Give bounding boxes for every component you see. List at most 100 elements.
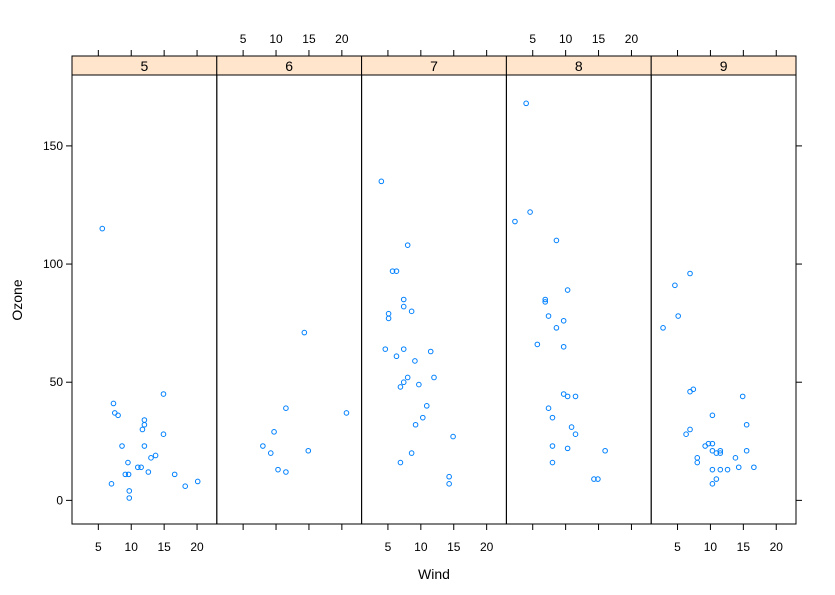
data-point xyxy=(560,391,567,397)
panel-box-6 xyxy=(216,74,363,525)
strip-label-7: 7 xyxy=(430,58,438,74)
data-point xyxy=(343,410,350,416)
data-point xyxy=(564,445,571,452)
y-axis-left: 0 50 100 150 xyxy=(43,139,72,507)
y-axis-title: Ozone xyxy=(9,279,25,320)
data-point xyxy=(119,443,125,449)
data-point xyxy=(416,381,422,388)
data-point xyxy=(412,358,418,364)
data-point xyxy=(125,471,132,478)
data-point xyxy=(385,315,392,322)
y-tick-label: 50 xyxy=(50,375,64,389)
data-point xyxy=(713,476,720,482)
data-point xyxy=(283,469,289,475)
x-tick-label: 5 xyxy=(385,540,392,554)
data-point xyxy=(705,440,712,447)
data-point xyxy=(542,296,549,303)
data-point xyxy=(564,393,571,400)
x-tick-label: 15 xyxy=(737,540,751,554)
panel-box-7 xyxy=(361,74,507,525)
data-point xyxy=(572,431,579,438)
y-axis-right xyxy=(796,145,802,501)
data-point xyxy=(115,412,121,419)
data-point xyxy=(385,310,392,317)
x-tick-label: 20 xyxy=(480,540,494,554)
data-point xyxy=(724,466,731,473)
data-point xyxy=(182,483,189,489)
data-point xyxy=(110,400,117,407)
data-point xyxy=(560,317,567,324)
x-tick-label: 10 xyxy=(704,540,718,554)
x-axis-title: Wind xyxy=(418,566,450,582)
data-point xyxy=(108,481,115,487)
data-point xyxy=(709,412,716,419)
data-point xyxy=(512,218,518,225)
data-point xyxy=(709,447,716,454)
data-point xyxy=(408,308,415,315)
data-point xyxy=(139,426,146,433)
panel-7: 7 5 10 15 20 xyxy=(361,50,507,554)
panel-5: 5 5 10 15 20 xyxy=(71,50,218,554)
data-point xyxy=(420,414,426,421)
strip-label-5: 5 xyxy=(141,58,149,74)
y-tick-label: 150 xyxy=(43,139,63,153)
data-point xyxy=(267,450,274,456)
data-point xyxy=(446,473,452,480)
x-tick-label: 20 xyxy=(190,540,204,554)
data-point xyxy=(595,476,601,482)
panel-frame xyxy=(71,55,797,525)
data-point xyxy=(534,341,541,348)
data-point xyxy=(400,296,407,303)
data-point xyxy=(412,421,419,428)
panel-8: 8 5 10 15 20 xyxy=(505,32,652,530)
data-point xyxy=(145,469,152,475)
data-point xyxy=(450,433,456,440)
data-point xyxy=(160,391,167,397)
x-tick-label: 20 xyxy=(770,540,784,554)
data-point xyxy=(560,343,567,350)
x-tick-label: 15 xyxy=(157,540,171,554)
data-point xyxy=(694,455,701,461)
data-point xyxy=(568,424,575,430)
data-point xyxy=(687,270,693,277)
data-point xyxy=(675,313,681,319)
x-tick-label: 20 xyxy=(625,32,639,46)
data-point xyxy=(751,464,757,471)
data-point xyxy=(694,459,701,466)
panel-box-5 xyxy=(71,74,218,525)
data-point xyxy=(709,481,716,487)
data-point xyxy=(382,346,389,352)
data-point xyxy=(545,405,552,412)
strip-label-8: 8 xyxy=(575,58,583,74)
data-point xyxy=(732,455,739,461)
x-tick-label: 15 xyxy=(592,32,606,46)
data-point xyxy=(152,452,159,459)
panel-box-9 xyxy=(650,74,797,525)
panels: 5 5 10 15 20 6 5 10 15 20 7 5 10 15 20 8 5 10 15 20 9 5 10 15 20 xyxy=(71,32,797,554)
strip-label-9: 9 xyxy=(720,58,728,74)
data-point xyxy=(171,471,178,478)
data-point xyxy=(141,421,148,428)
data-point xyxy=(141,417,148,423)
data-point xyxy=(400,303,407,310)
data-point xyxy=(160,431,167,438)
data-point xyxy=(709,440,716,447)
data-point xyxy=(549,459,556,466)
y-tick-label: 100 xyxy=(43,257,63,271)
data-point xyxy=(687,426,693,433)
data-point xyxy=(591,476,597,482)
x-tick-label: 5 xyxy=(674,540,681,554)
x-tick-label: 5 xyxy=(95,540,102,554)
data-point xyxy=(122,471,129,478)
data-point xyxy=(275,466,281,473)
data-point xyxy=(427,348,434,355)
data-point xyxy=(572,393,579,400)
data-point xyxy=(99,225,106,232)
data-point xyxy=(400,346,407,352)
data-point xyxy=(389,268,396,274)
data-point xyxy=(523,100,529,107)
data-point xyxy=(709,466,716,473)
data-point xyxy=(397,459,404,466)
x-tick-label: 10 xyxy=(559,32,573,46)
